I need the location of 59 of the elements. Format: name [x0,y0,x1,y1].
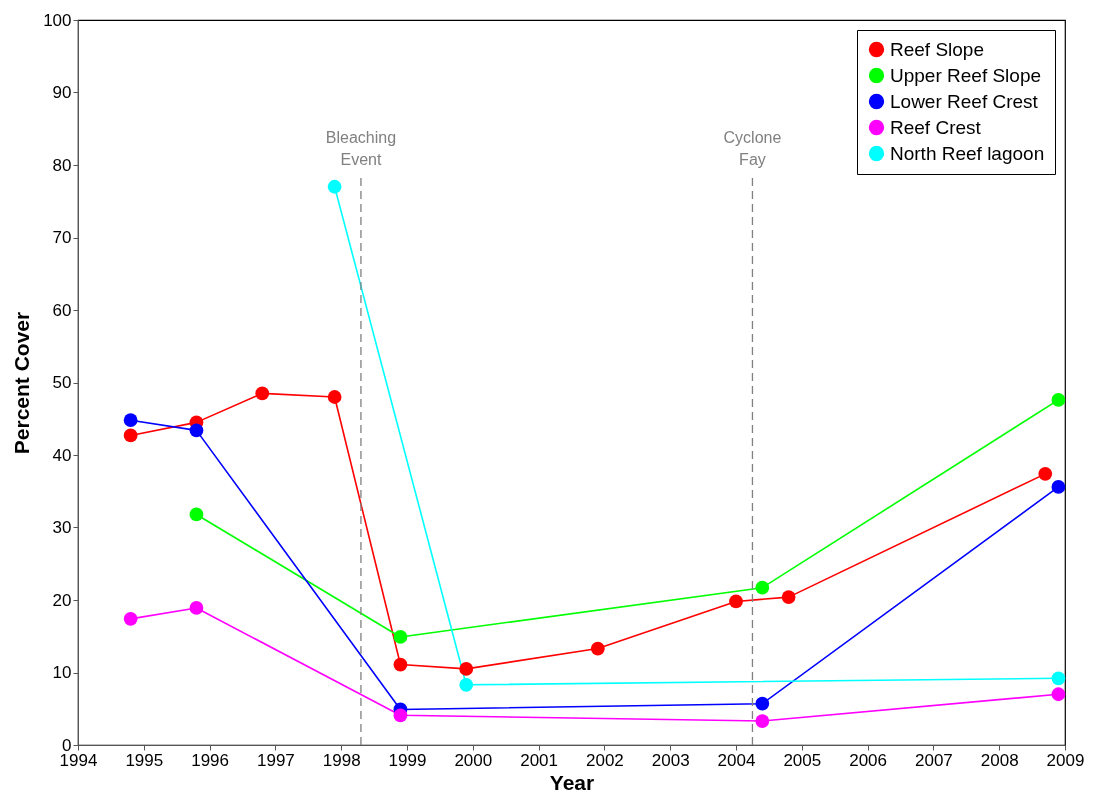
y-tick-label: 40 [52,445,72,465]
y-tick-label: 50 [52,373,72,392]
x-tick-label: 1995 [125,750,164,770]
point [755,580,770,595]
point [1051,480,1066,494]
x-tick-label: 2009 [1046,750,1085,770]
x-tick-label: 2003 [651,750,690,770]
point [755,714,770,728]
ref-line-label: Cyclone Fay [723,129,782,168]
legend-label: Lower Reef Crest [890,90,1039,112]
point [1051,671,1066,686]
y-axis-title: Percent Cover [10,311,34,455]
y-tick-label: 70 [52,228,72,247]
point [590,641,605,656]
x-tick-label: 2004 [717,750,756,770]
legend-label: Reef Crest [890,116,982,138]
x-tick-label: 2000 [454,750,493,770]
point [459,662,474,676]
x-tick-label: 1998 [322,750,361,770]
point [781,590,796,604]
point [459,677,474,692]
point [393,630,408,644]
point [189,507,204,522]
legend-label: Upper Reef Slope [890,64,1042,86]
x-axis-title: Year [549,770,595,794]
point [755,696,770,711]
point [327,179,342,194]
y-tick-label: 10 [52,663,72,682]
x-tick-label: 1999 [388,750,427,770]
x-tick-label: 1996 [191,750,230,770]
point [123,413,138,428]
y-tick-label: 80 [52,155,72,175]
y-tick-label: 60 [52,300,72,320]
x-tick-label: 2007 [914,750,953,770]
x-tick-label: 2002 [585,750,624,770]
legend-label: North Reef lagoon [890,142,1045,164]
x-tick-label: 2005 [783,750,822,770]
point [123,428,138,443]
ref-line-label: Bleaching Event [325,129,397,168]
point [255,386,270,401]
point [393,657,408,672]
point [1038,466,1053,481]
x-tick-label: 2006 [849,750,888,770]
point [327,390,342,404]
point [729,594,743,609]
point [1051,687,1066,702]
legend-label: Reef Slope [890,38,985,60]
y-tick-label: 100 [43,10,72,30]
x-tick-label: 2008 [980,750,1019,770]
x-tick-label: 1997 [256,750,295,770]
point [189,601,204,615]
point [189,423,204,438]
y-tick-label: 30 [52,518,72,537]
point [393,708,408,723]
point [1051,393,1066,407]
y-tick-label: 20 [52,590,72,610]
y-tick-label: 90 [52,83,72,102]
point [123,611,138,626]
x-tick-label: 2001 [520,750,559,770]
